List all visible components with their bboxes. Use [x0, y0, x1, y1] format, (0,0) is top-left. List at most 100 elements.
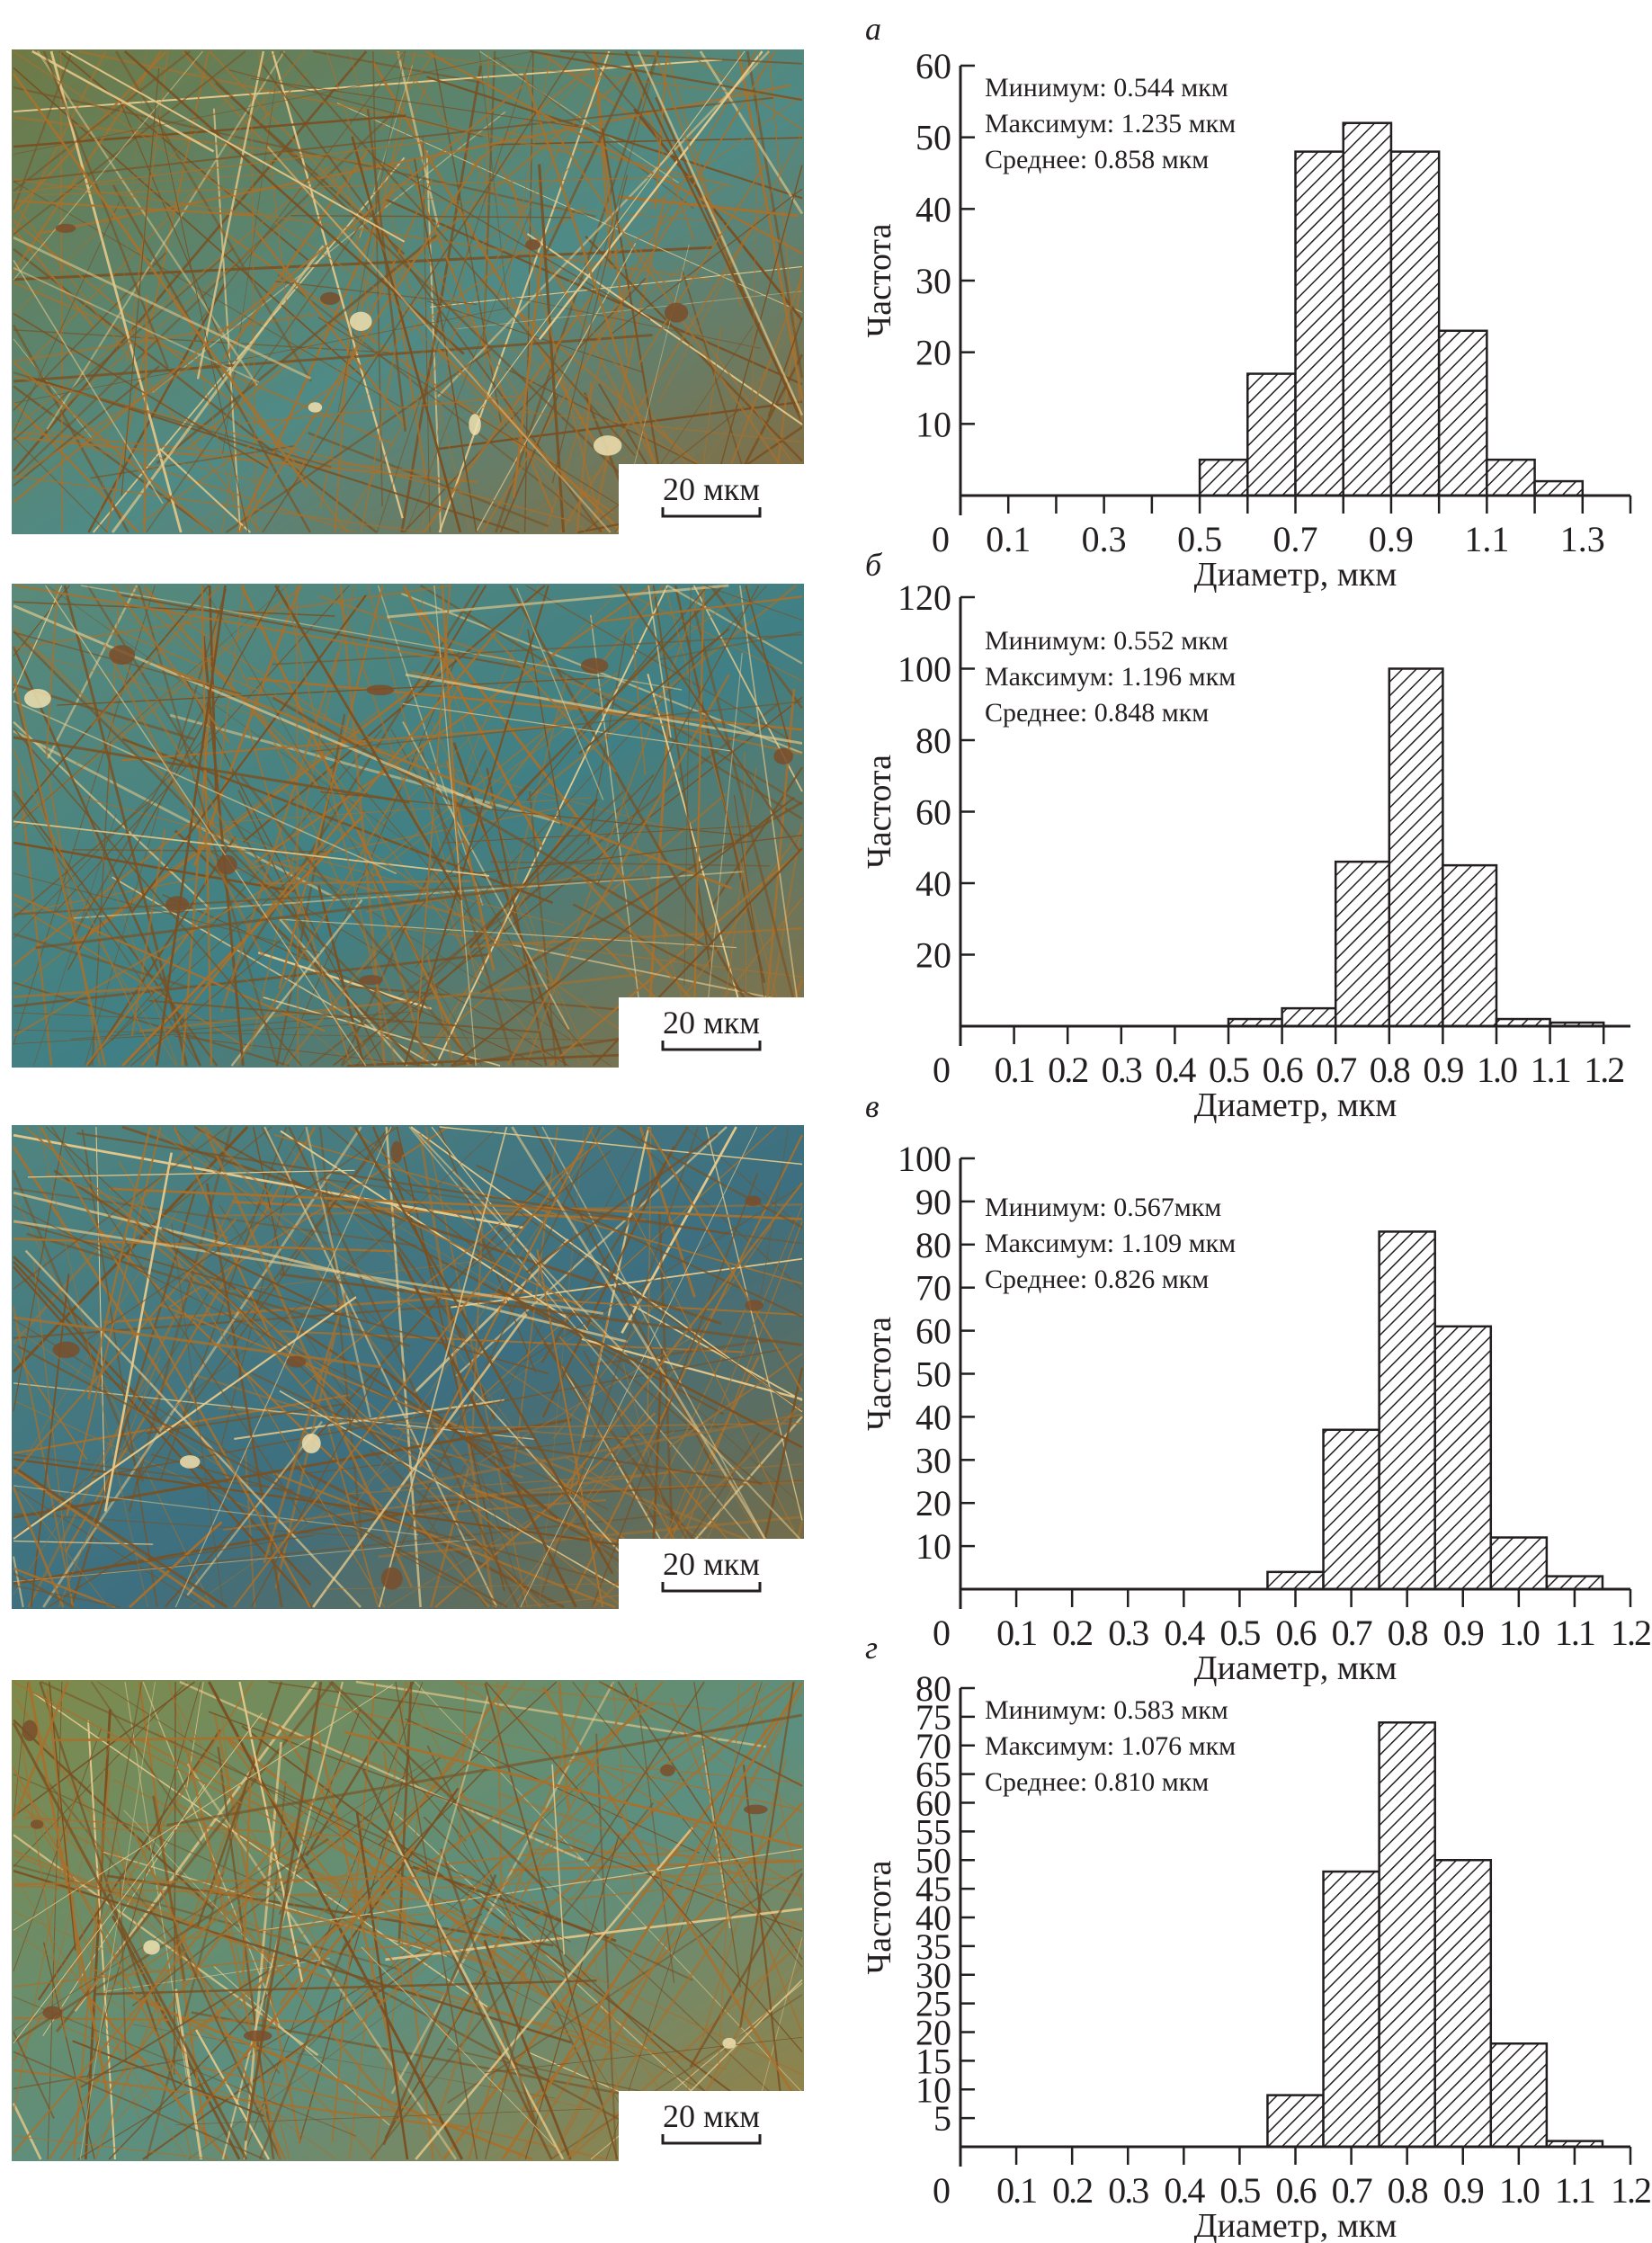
fiber — [638, 1126, 696, 1298]
fiber — [105, 50, 210, 533]
fiber — [47, 1681, 63, 2160]
fiber — [70, 1010, 424, 1041]
fiber — [121, 724, 568, 762]
fiber — [131, 585, 442, 796]
fiber — [405, 1681, 589, 2047]
fiber — [340, 749, 487, 1067]
y-axis-title: Частота — [861, 223, 898, 337]
fiber — [59, 50, 63, 533]
fiber — [259, 1848, 803, 1932]
fiber — [13, 50, 277, 317]
fiber — [40, 175, 694, 196]
fiber — [559, 50, 803, 65]
y-tick-label: 30 — [915, 1955, 951, 1996]
fiber — [44, 1173, 229, 1239]
fiber — [13, 96, 773, 183]
fiber — [111, 729, 383, 1041]
fiber — [226, 1736, 608, 2045]
fiber — [520, 1126, 758, 1608]
fiber — [82, 797, 565, 926]
stats-line: Максимум: 1.235 мкм — [985, 109, 1236, 139]
fiber — [33, 1261, 73, 1608]
fiber-network — [12, 584, 804, 1068]
fiber — [61, 1534, 315, 1576]
fiber — [91, 1348, 783, 1479]
fiber — [213, 1713, 301, 2144]
fiber — [458, 1681, 468, 1853]
fiber — [188, 316, 470, 533]
fiber — [540, 1876, 790, 2111]
fiber — [208, 1681, 464, 2160]
y-tick-label: 120 — [897, 577, 951, 618]
x-tick-label: 0.5 — [1209, 1050, 1249, 1090]
fiber — [525, 1132, 719, 1273]
particle — [216, 854, 237, 875]
fiber — [541, 1686, 804, 2110]
fiber — [421, 585, 487, 692]
fiber — [299, 1755, 411, 2144]
fiber — [253, 1840, 670, 2063]
fiber — [305, 1681, 415, 1857]
fiber — [240, 775, 477, 1067]
fiber — [583, 50, 664, 139]
fiber — [527, 584, 798, 800]
fiber — [49, 50, 183, 533]
scale-bar-box — [619, 464, 804, 534]
fiber — [89, 926, 177, 1067]
micrograph-column: 20 мкм 20 мкм 20 мкм 20 мкм — [12, 49, 804, 2161]
fiber — [238, 1681, 304, 1983]
fiber — [201, 797, 592, 825]
x-tick-label: 0.9 — [1423, 1050, 1463, 1090]
fiber — [18, 1490, 110, 1608]
fiber — [13, 1316, 380, 1369]
fiber — [126, 50, 169, 363]
particle — [593, 435, 622, 456]
fiber — [121, 1125, 722, 1326]
fiber — [39, 1681, 178, 2091]
fiber — [528, 791, 558, 1067]
fiber — [664, 585, 790, 1041]
fiber — [552, 1280, 674, 1440]
fiber — [196, 50, 265, 380]
fiber — [202, 585, 483, 1067]
x-tick-label: 0 — [933, 1050, 950, 1090]
fiber — [287, 1146, 414, 1281]
fiber — [561, 1182, 803, 1492]
scale-bar: 20 мкм — [619, 1539, 804, 1609]
fiber-network — [12, 1125, 804, 1609]
fiber — [13, 365, 192, 480]
particle — [42, 2006, 63, 2020]
fiber — [48, 1866, 227, 2160]
fiber — [218, 1407, 640, 1441]
y-tick-label: 30 — [915, 1440, 951, 1480]
fiber — [653, 50, 725, 241]
fiber — [392, 1126, 602, 1564]
fiber — [188, 1948, 478, 2160]
fiber — [526, 233, 803, 425]
fiber — [410, 670, 803, 755]
fiber — [281, 50, 636, 457]
fiber — [13, 236, 311, 380]
fiber — [15, 584, 455, 662]
fiber — [513, 1223, 773, 1608]
y-tick-label: 40 — [915, 863, 951, 904]
fiber — [63, 585, 189, 1067]
x-axis-title: Диаметр, мкм — [1194, 2207, 1398, 2243]
fiber — [27, 375, 520, 534]
fiber — [13, 736, 410, 804]
particle — [580, 657, 609, 675]
fiber — [586, 1681, 705, 1863]
fiber — [377, 585, 484, 907]
fiber — [388, 296, 527, 452]
fiber — [12, 1487, 65, 1608]
fiber — [13, 1681, 310, 1840]
fiber — [13, 1485, 419, 1536]
x-tick-label: 0.4 — [1164, 1613, 1205, 1653]
fiber — [378, 1126, 508, 1608]
fiber — [745, 585, 790, 747]
fiber — [739, 585, 803, 1037]
fiber — [620, 1126, 803, 1291]
x-tick-label: 0.3 — [1108, 1613, 1148, 1653]
fiber — [274, 1333, 337, 1589]
fiber — [237, 1681, 527, 2009]
